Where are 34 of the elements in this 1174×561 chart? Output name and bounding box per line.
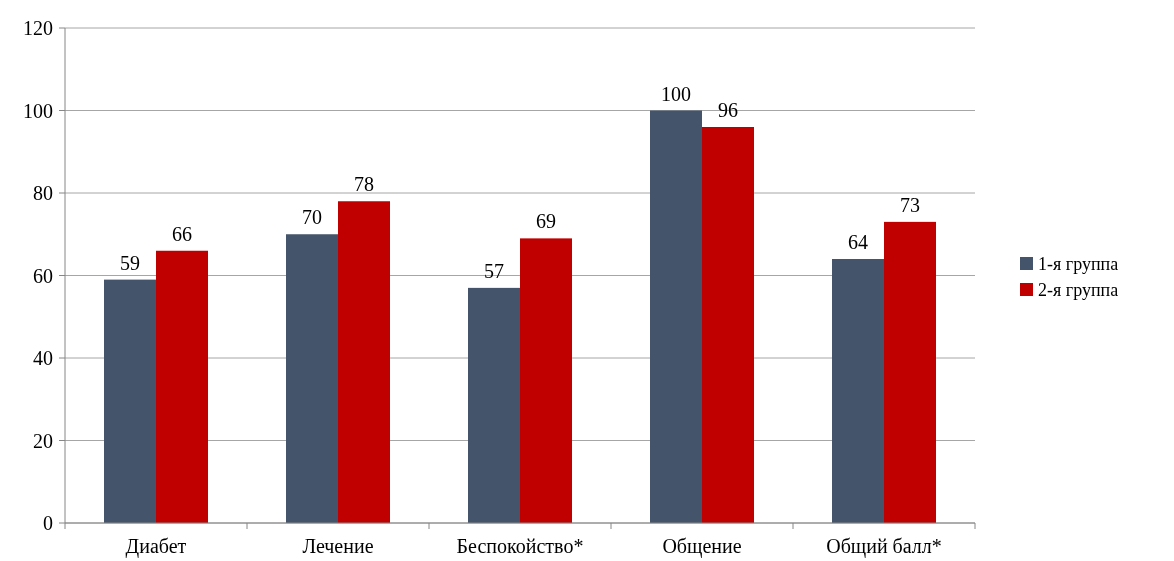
bar: [650, 110, 702, 523]
x-tick-label: Общий балл*: [826, 535, 942, 558]
bar: [468, 287, 520, 523]
bar: [884, 221, 936, 523]
bar: [832, 259, 884, 523]
data-label: 70: [302, 206, 322, 229]
y-tick-label: 100: [23, 99, 53, 122]
y-tick-label: 0: [43, 512, 53, 534]
data-label: 69: [536, 210, 556, 233]
data-label: 100: [661, 82, 691, 105]
y-tick-label: 80: [33, 182, 53, 204]
legend-label: 1-я группа: [1038, 254, 1119, 275]
data-label: 57: [484, 259, 504, 282]
data-label: 78: [354, 173, 374, 196]
bar: [338, 201, 390, 523]
data-label: 59: [120, 251, 140, 274]
x-tick-label: Лечение: [302, 535, 374, 557]
y-tick-label: 60: [33, 264, 53, 287]
bar: [104, 279, 156, 523]
data-label: 66: [172, 222, 192, 245]
data-label: 64: [848, 231, 868, 253]
data-label: 73: [900, 193, 920, 216]
x-tick-label: Диабет: [125, 535, 187, 558]
bar: [156, 250, 208, 523]
x-tick-label: Беспокойство*: [456, 535, 584, 557]
data-label: 96: [718, 99, 738, 121]
y-tick-label: 120: [23, 17, 53, 39]
y-tick-label: 40: [33, 347, 53, 369]
bar: [286, 234, 338, 523]
bar: [702, 127, 754, 523]
y-tick-label: 20: [33, 429, 53, 452]
x-tick-label: Общение: [662, 535, 742, 558]
legend-label: 2-я группа: [1038, 280, 1119, 301]
bar: [520, 238, 572, 523]
